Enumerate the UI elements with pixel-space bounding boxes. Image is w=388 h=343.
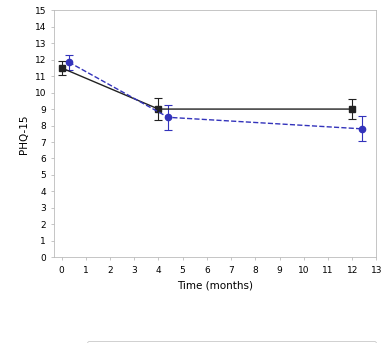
X-axis label: Time (months): Time (months) [177, 280, 253, 290]
Y-axis label: PHQ-15: PHQ-15 [19, 114, 29, 154]
Legend: Minimally-supported cCBT, Telephone-facilitated cCBT: Minimally-supported cCBT, Telephone-faci… [87, 341, 376, 343]
